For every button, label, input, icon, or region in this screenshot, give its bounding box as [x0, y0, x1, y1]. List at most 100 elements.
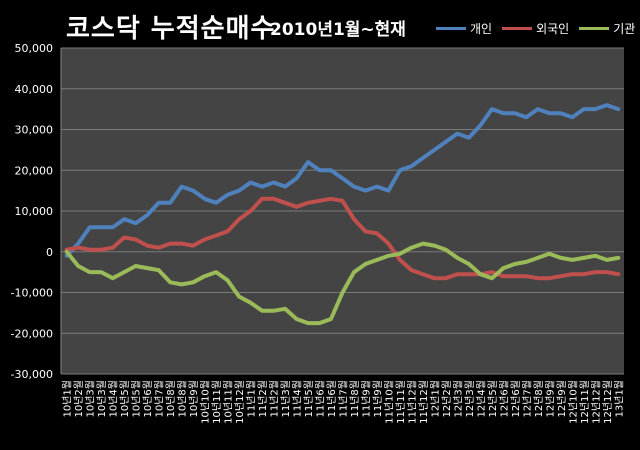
- x-tick-label: 12년11월: [579, 380, 591, 424]
- series-institution-point: [548, 252, 551, 255]
- series-institution-point: [214, 270, 218, 274]
- series-foreign-point: [387, 242, 390, 245]
- series-institution-point: [444, 248, 448, 251]
- series-institution-point: [375, 258, 379, 262]
- x-tick-label: 11년7월: [338, 380, 350, 418]
- x-tick-label: 11년12월: [406, 380, 418, 424]
- legend-item-foreign: 외국인: [502, 20, 569, 37]
- series-institution-point: [605, 258, 608, 262]
- y-tick-label: 10,000: [15, 205, 54, 218]
- series-individual-point: [364, 189, 367, 192]
- series-institution-point: [421, 242, 425, 245]
- series-individual-point: [341, 177, 344, 180]
- x-tick-label: 10년8월: [177, 380, 189, 418]
- x-tick-label: 10년12월: [234, 380, 246, 424]
- x-tick-label: 12년1월: [429, 380, 441, 418]
- x-tick-label: 10년2월: [73, 380, 85, 418]
- x-tick-label: 10년5월: [119, 380, 131, 418]
- x-tick-label: 10년1월: [62, 380, 74, 418]
- series-institution-point: [203, 275, 206, 278]
- series-individual-point: [352, 185, 356, 188]
- series-institution-point: [180, 283, 183, 286]
- series-individual-point: [249, 181, 252, 184]
- series-individual-point: [180, 185, 183, 188]
- series-institution-point: [398, 252, 402, 255]
- series-institution-point: [513, 262, 517, 266]
- x-tick-label: 11년2월: [257, 380, 269, 418]
- series-institution-point: [502, 266, 505, 270]
- series-foreign-point: [433, 277, 436, 280]
- x-tick-label: 12년7월: [521, 380, 533, 418]
- series-individual-point: [479, 124, 482, 127]
- x-tick-label: 12년3월: [452, 380, 464, 418]
- series-institution-point: [145, 266, 149, 270]
- series-foreign-point: [571, 272, 574, 276]
- series-foreign-point: [444, 277, 448, 280]
- series-foreign-point: [249, 209, 252, 213]
- series-individual-point: [410, 164, 413, 168]
- series-foreign-point: [134, 238, 137, 241]
- x-tick-label: 10년8월: [165, 380, 177, 418]
- series-foreign-point: [410, 268, 413, 272]
- series-foreign-point: [559, 275, 563, 278]
- series-individual-point: [100, 226, 103, 229]
- series-individual-point: [513, 112, 517, 115]
- series-institution-point: [226, 279, 229, 282]
- series-foreign-point: [157, 246, 160, 249]
- x-tick-label: 12년5월: [487, 380, 499, 418]
- series-foreign-point: [490, 270, 494, 274]
- series-institution-point: [571, 258, 574, 262]
- legend-label-foreign: 외국인: [536, 22, 570, 36]
- series-institution-point: [387, 254, 390, 258]
- series-individual-point: [318, 169, 321, 172]
- x-tick-label: 10년3월: [85, 380, 97, 418]
- series-individual-point: [559, 112, 563, 115]
- series-foreign-point: [352, 217, 356, 221]
- series-individual-point: [490, 107, 494, 111]
- series-foreign-point: [513, 275, 517, 278]
- series-institution-point: [295, 317, 298, 321]
- series-foreign-point: [536, 277, 540, 280]
- series-institution-point: [341, 291, 344, 294]
- series-foreign-point: [456, 272, 459, 276]
- series-institution-point: [433, 244, 436, 247]
- series-institution-point: [111, 277, 114, 280]
- series-institution-point: [100, 270, 103, 274]
- series-individual-point: [134, 222, 137, 225]
- series-institution-point: [617, 256, 620, 260]
- series-individual-point: [77, 242, 80, 245]
- series-institution-point: [237, 295, 241, 298]
- chart-subtitle: 2010년1월~현재: [270, 20, 406, 40]
- x-tick-label: 11년5월: [303, 380, 315, 418]
- series-individual-point: [375, 185, 379, 188]
- series-foreign-point: [398, 258, 402, 262]
- series-individual-point: [295, 177, 298, 180]
- series-foreign-point: [364, 230, 367, 233]
- series-individual-point: [168, 201, 172, 205]
- series-individual-point: [111, 226, 114, 229]
- series-foreign-point: [100, 248, 103, 251]
- series-foreign-point: [341, 199, 344, 203]
- series-individual-point: [398, 169, 402, 172]
- series-individual-point: [525, 116, 528, 119]
- x-tick-label: 12년6월: [498, 380, 510, 418]
- legend-swatch-individual: [436, 27, 466, 30]
- x-tick-label: 11년11월: [395, 380, 407, 424]
- legend-label-institution: 기관: [613, 22, 636, 36]
- series-individual-point: [260, 185, 264, 188]
- series-institution-point: [536, 256, 540, 260]
- series-individual-point: [214, 201, 218, 205]
- series-foreign-point: [88, 248, 91, 251]
- y-tick-label: 40,000: [15, 83, 54, 96]
- series-individual-point: [283, 185, 287, 188]
- x-tick-label: 12년2월: [441, 380, 453, 418]
- series-institution-point: [594, 254, 597, 258]
- x-tick-label: 12년10월: [567, 380, 579, 424]
- series-individual-point: [306, 160, 310, 164]
- x-tick-label: 10년4월: [108, 380, 120, 418]
- series-individual-point: [122, 217, 126, 221]
- x-tick-label: 11년9월: [372, 380, 384, 418]
- legend: 개인 외국인 기관: [436, 20, 640, 37]
- series-foreign-point: [145, 244, 149, 247]
